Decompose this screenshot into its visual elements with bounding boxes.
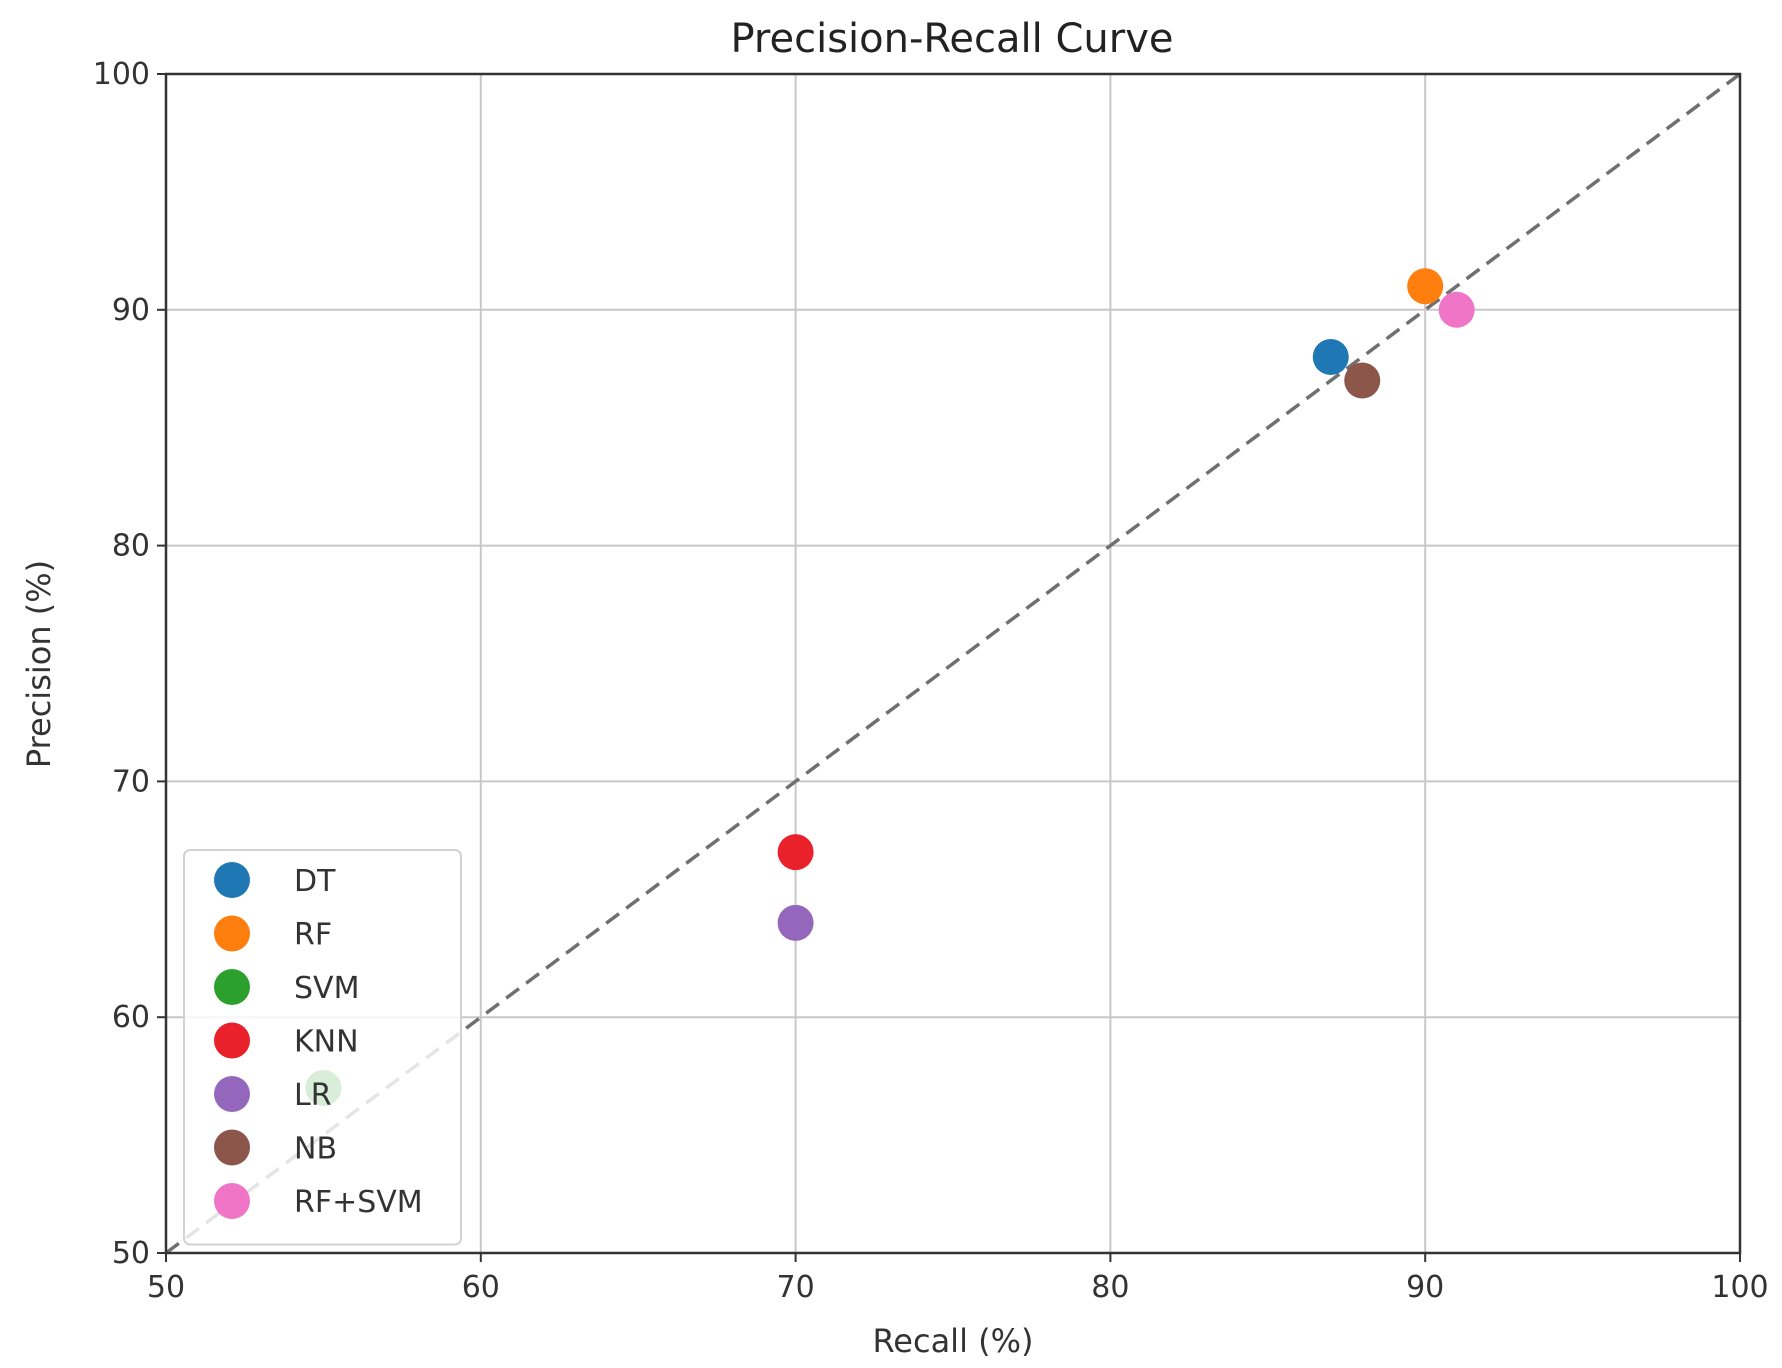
x-tick-label: 100 (1711, 1270, 1768, 1305)
legend-marker-lr (214, 1076, 250, 1112)
y-axis-label: Precision (%) (20, 560, 58, 768)
legend-marker-rf-svm (214, 1183, 250, 1219)
legend-label-lr: LR (294, 1078, 332, 1113)
point-nb (1344, 362, 1381, 399)
x-tick-label: 70 (777, 1270, 815, 1305)
legend-box (183, 849, 462, 1246)
y-tick-label: 80 (112, 529, 150, 564)
point-knn (777, 834, 814, 871)
y-tick-label: 100 (93, 57, 150, 92)
legend-label-rf-svm: RF+SVM (294, 1185, 423, 1220)
legend-marker-knn (214, 1022, 250, 1059)
x-tick-label: 90 (1406, 1270, 1444, 1305)
point-lr (777, 904, 814, 941)
legend: DT RF SVM KNN LR NB RF+SVM (183, 849, 462, 1246)
point-dt (1312, 338, 1349, 375)
chart-title: Precision-Recall Curve (731, 16, 1174, 62)
plot-frame (164, 72, 1742, 1255)
tick-layer: 50 60 70 80 90 100 50 60 70 80 90 100 (93, 57, 1769, 1305)
x-axis-label: Recall (%) (872, 1322, 1033, 1360)
y-tick-label: 90 (112, 293, 150, 328)
legend-marker-dt (214, 862, 250, 898)
y-tick-label: 70 (112, 764, 150, 799)
legend-label-svm: SVM (294, 971, 359, 1006)
x-tick-label: 50 (147, 1270, 185, 1305)
legend-label-dt: DT (294, 864, 336, 899)
legend-marker-svm (214, 969, 250, 1005)
x-tick-label: 60 (462, 1270, 500, 1305)
legend-label-nb: NB (294, 1132, 337, 1167)
y-tick-label: 50 (112, 1236, 150, 1271)
legend-marker-nb (214, 1129, 250, 1166)
point-rf (1407, 268, 1444, 305)
y-tick-label: 60 (112, 1000, 150, 1035)
legend-label-rf: RF (294, 918, 332, 953)
x-tick-label: 80 (1091, 1270, 1129, 1305)
legend-label-knn: KNN (294, 1025, 359, 1060)
point-rf-svm (1438, 291, 1475, 328)
legend-marker-rf (214, 915, 250, 952)
